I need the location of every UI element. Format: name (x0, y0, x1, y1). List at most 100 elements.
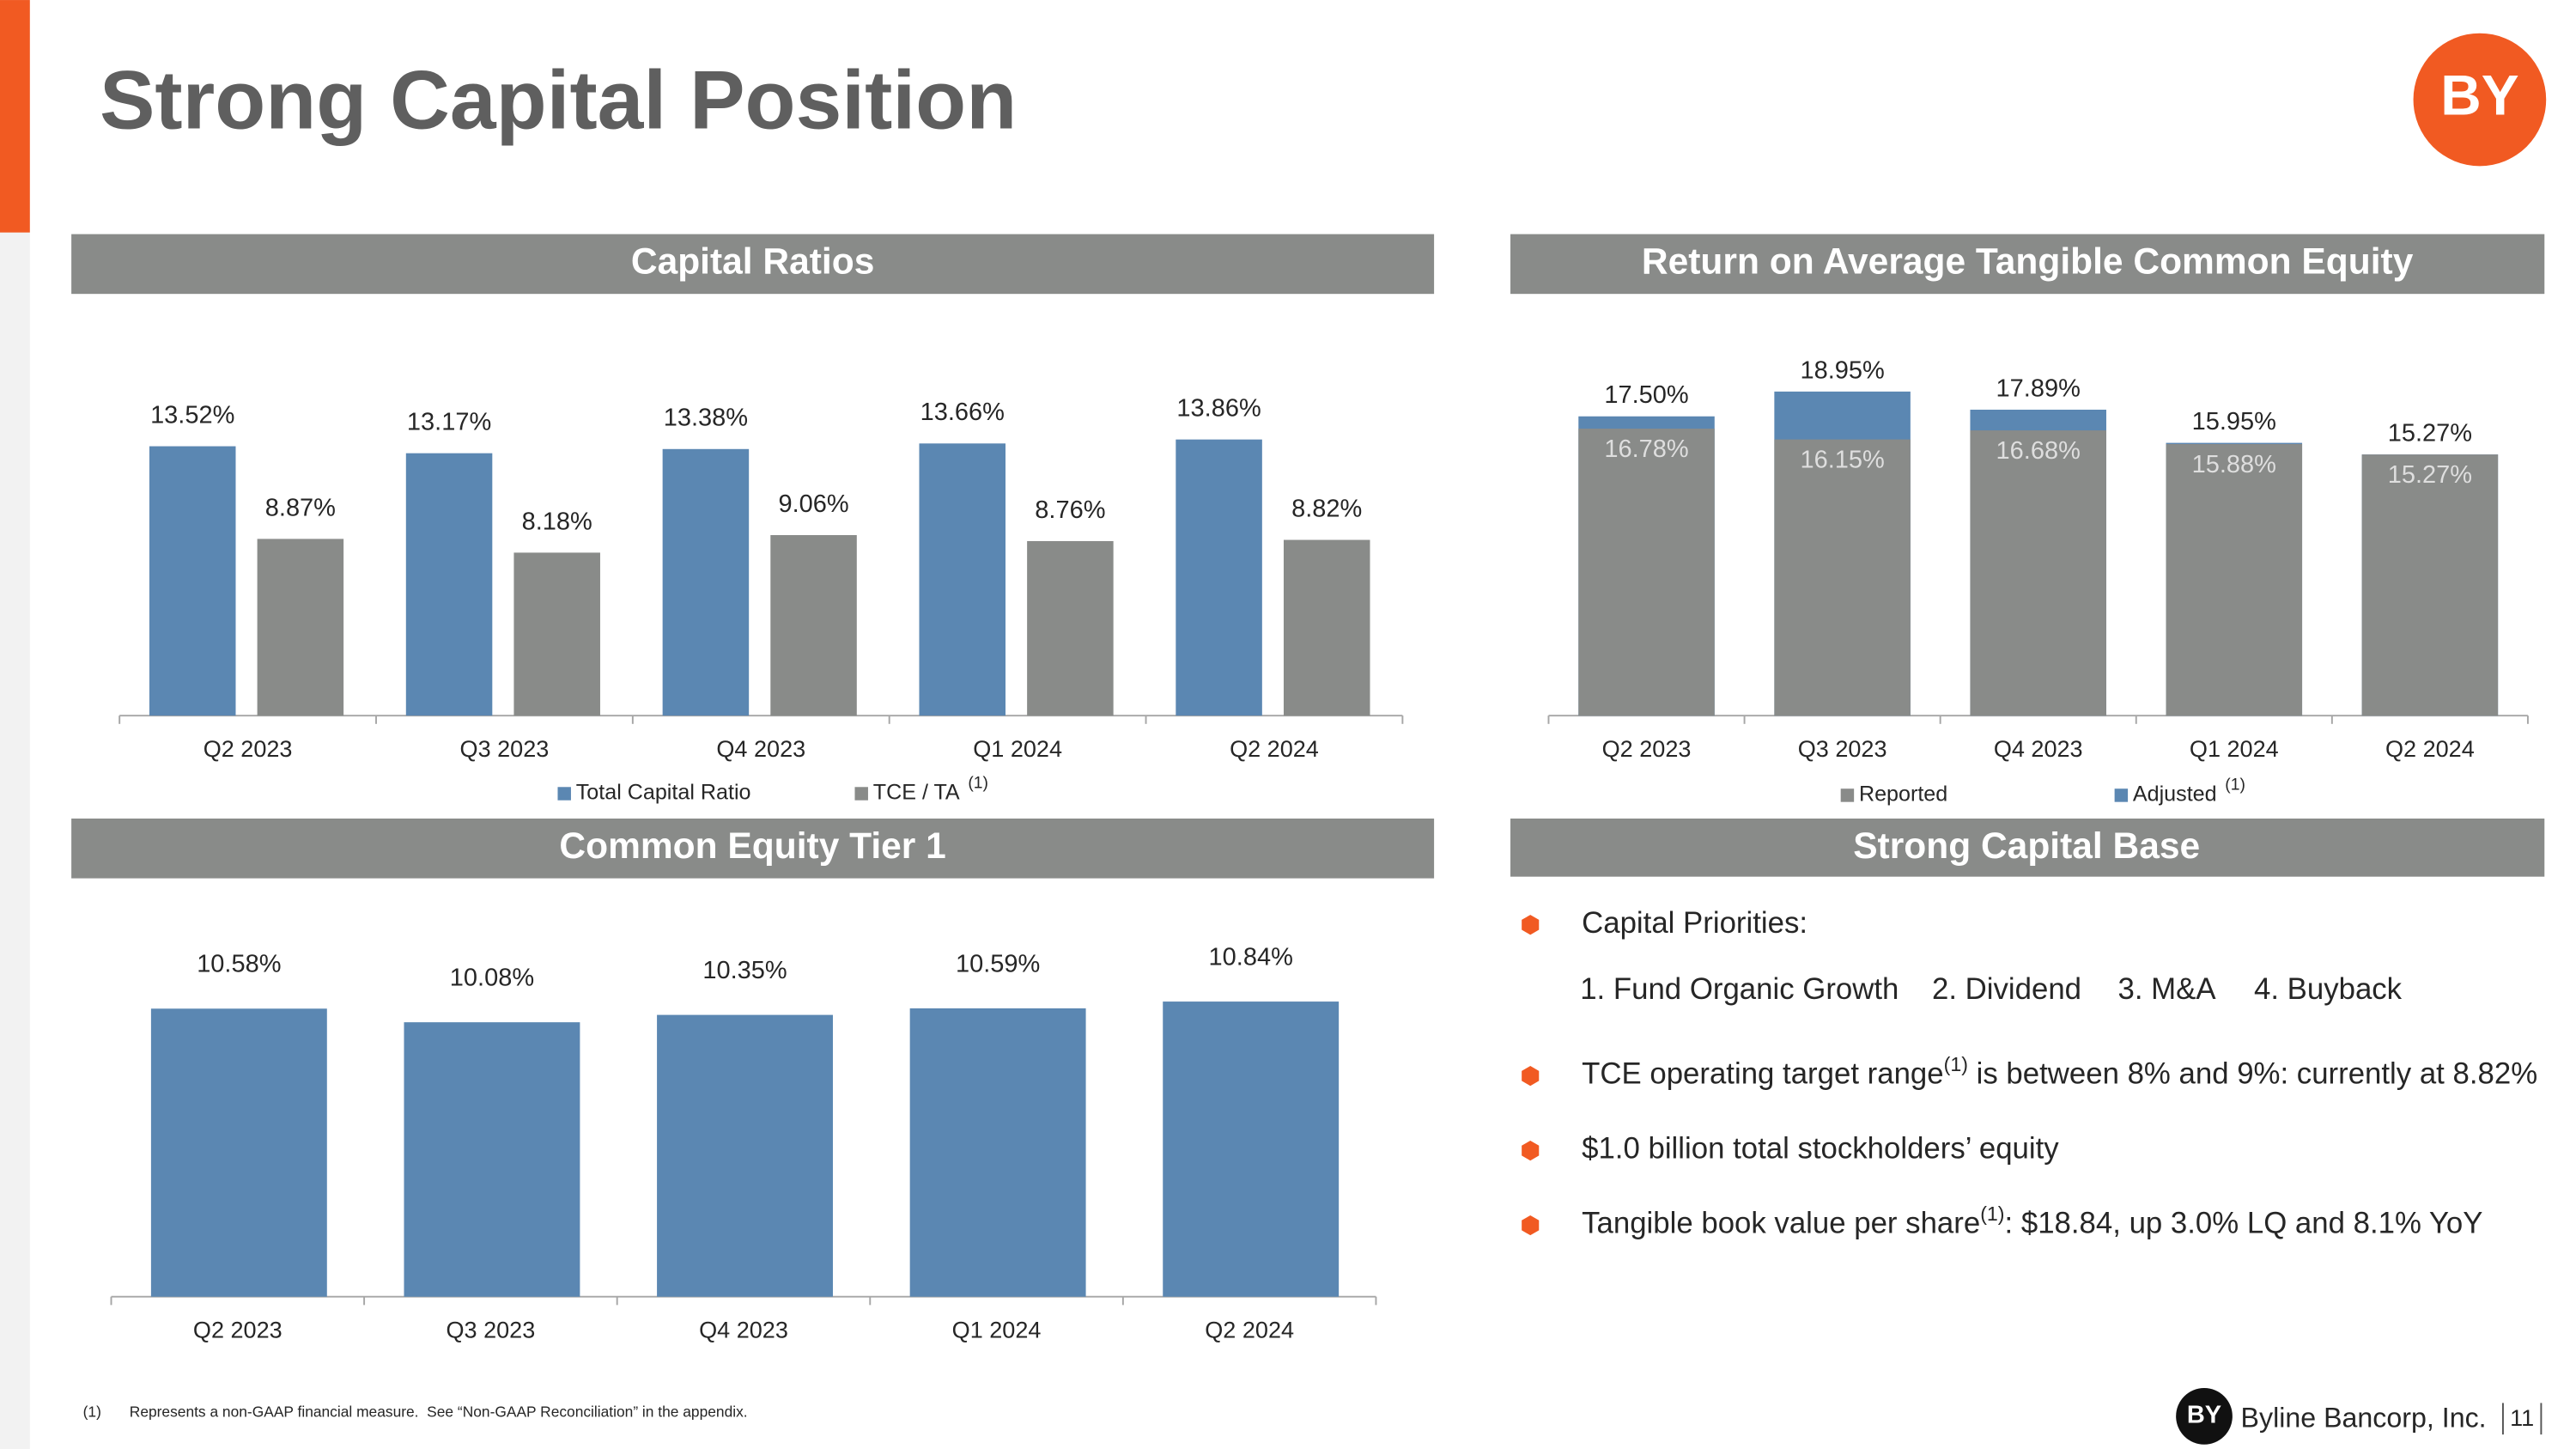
chart-title: Capital Ratios (631, 242, 875, 283)
legend-swatch (854, 787, 868, 801)
data-label: 13.86% (1176, 395, 1261, 423)
bar (150, 1008, 327, 1297)
priority: 3. M&A (2117, 973, 2216, 1006)
page-number: 11 (2510, 1405, 2534, 1431)
data-label: 10.84% (1209, 943, 1293, 971)
data-label: 8.76% (1035, 496, 1105, 524)
bullet-text: $1.0 billion total stockholders’ equity (1582, 1133, 2059, 1166)
bullet-icon (1522, 1215, 1540, 1236)
section-header (71, 234, 1435, 295)
bullet-part: TCE operating target range (1582, 1058, 1944, 1091)
data-label: 8.18% (522, 508, 592, 535)
x-tick-label: Q4 2023 (1994, 736, 2083, 762)
bullet-text: Tangible book value per share(1): $18.84… (1582, 1202, 2482, 1240)
data-label: 8.82% (1291, 495, 1362, 522)
bullet-icon (1522, 1141, 1540, 1161)
logo-circle (2413, 33, 2547, 167)
legend-label: Total Capital Ratio (576, 781, 751, 805)
data-label: 18.95% (1800, 356, 1884, 384)
data-label: 15.88% (2192, 451, 2276, 478)
data-label: 13.38% (664, 405, 748, 432)
bar (513, 552, 600, 716)
section-header (1510, 819, 2545, 877)
priority: 4. Buyback (2254, 973, 2403, 1006)
legend-label: Reported (1859, 782, 1947, 807)
data-label: 16.15% (1800, 446, 1884, 473)
x-tick-label: Q3 2023 (1798, 736, 1887, 762)
footnote: Represents a non-GAAP financial measure.… (130, 1403, 748, 1421)
footnote-marker: (1) (83, 1403, 101, 1421)
data-label: 10.35% (702, 957, 787, 984)
bar (1970, 430, 2106, 716)
x-tick-label: Q4 2023 (716, 736, 805, 762)
x-tick-label: Q2 2023 (193, 1317, 283, 1342)
data-label: 13.17% (407, 409, 491, 436)
bar (1578, 429, 1715, 716)
bar (2361, 454, 2499, 716)
bullet-part: is between 8% and 9%: currently at 8.82% (1968, 1058, 2537, 1091)
bar (657, 1014, 833, 1297)
brand-logo-text: BY (2187, 1402, 2221, 1429)
legend-label: Adjusted (2133, 782, 2217, 807)
data-label: 10.59% (956, 950, 1040, 977)
bar (1163, 1002, 1340, 1297)
data-label: 13.66% (920, 399, 1005, 426)
bar (1283, 539, 1370, 716)
chart-title: Common Equity Tier 1 (559, 826, 945, 867)
section-header (71, 819, 1435, 879)
bullet-note: (1) (1980, 1202, 2004, 1225)
x-tick-label: Q2 2024 (2385, 736, 2475, 762)
bar (919, 443, 1006, 716)
bar (770, 535, 857, 716)
bar (2166, 443, 2303, 716)
data-label: 16.68% (1996, 437, 2081, 465)
data-label: 13.52% (150, 401, 234, 429)
bar (662, 448, 750, 716)
data-label: 10.58% (197, 951, 281, 978)
data-label: 15.27% (2388, 420, 2472, 447)
x-tick-label: Q4 2023 (699, 1317, 788, 1342)
priority: 1. Fund Organic Growth (1580, 973, 1899, 1006)
bullet-icon (1522, 1066, 1540, 1087)
x-tick-label: Q2 2023 (1602, 736, 1692, 762)
side-strip (0, 0, 30, 1449)
chart-title: Return on Average Tangible Common Equity (1642, 242, 2414, 283)
priority: 2. Dividend (1932, 973, 2081, 1006)
legend-swatch (1840, 788, 1855, 802)
data-label: 15.27% (2388, 461, 2472, 489)
bar (1027, 540, 1114, 716)
legend-note: (1) (968, 775, 988, 793)
x-tick-label: Q2 2024 (1205, 1317, 1294, 1342)
bar (149, 446, 236, 716)
legend-label: TCE / TA (873, 781, 960, 805)
x-tick-label: Q2 2024 (1230, 736, 1319, 762)
bullet-text: TCE operating target range(1) is between… (1582, 1053, 2537, 1091)
data-label: 15.95% (2192, 408, 2276, 435)
bar (1774, 439, 1911, 716)
data-label: 17.50% (1604, 381, 1688, 409)
bullet-part: : $18.84, up 3.0% LQ and 8.1% YoY (2005, 1208, 2483, 1240)
slide-title: Strong Capital Position (100, 54, 1017, 146)
legend-note: (1) (2225, 776, 2245, 794)
x-tick-label: Q1 2024 (952, 1317, 1042, 1342)
bullet-icon (1522, 915, 1540, 935)
bullet-part: $1.0 billion total stockholders’ equity (1582, 1133, 2059, 1166)
legend-swatch (2114, 788, 2129, 802)
brand-logo (2176, 1388, 2233, 1445)
data-label: 16.78% (1604, 435, 1688, 463)
data-label: 10.08% (450, 965, 534, 992)
bar (405, 453, 493, 716)
bullet-part: Tangible book value per share (1582, 1208, 1980, 1240)
bar (404, 1022, 580, 1297)
bullet-heading: Capital Priorities: (1582, 907, 1807, 940)
data-label: 9.06% (778, 490, 848, 518)
section-header (1510, 234, 2545, 295)
legend-swatch (557, 787, 571, 801)
section-title: Strong Capital Base (1853, 826, 2200, 867)
x-tick-label: Q1 2024 (2190, 736, 2279, 762)
data-label: 17.89% (1996, 374, 2081, 402)
x-tick-label: Q3 2023 (447, 1317, 536, 1342)
bar (257, 539, 344, 716)
